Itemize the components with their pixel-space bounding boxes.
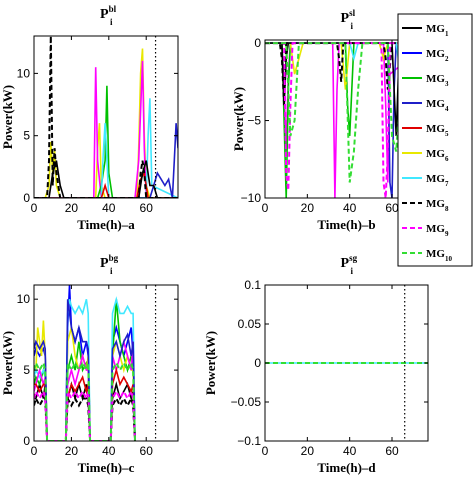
legend-label: MG4 bbox=[426, 98, 449, 113]
x-tick-label: 20 bbox=[65, 201, 79, 215]
series-line bbox=[34, 299, 136, 441]
y-tick-label: −0.05 bbox=[231, 395, 262, 409]
legend-label: MG6 bbox=[426, 148, 449, 163]
legend-label: MG5 bbox=[426, 123, 449, 138]
chart-title: Psl i bbox=[341, 8, 356, 31]
series-line bbox=[34, 338, 136, 441]
x-tick-label: 40 bbox=[343, 444, 357, 458]
chart-title: Pbl i bbox=[100, 4, 117, 27]
series-line bbox=[34, 360, 136, 441]
series-line bbox=[265, 42, 428, 198]
legend-label: MG2 bbox=[426, 48, 449, 63]
y-tick-label: 10 bbox=[17, 292, 31, 306]
axes-frame bbox=[33, 35, 179, 199]
y-tick-label: 10 bbox=[17, 66, 31, 80]
y-tick-label: 0 bbox=[23, 434, 30, 448]
series-line bbox=[34, 85, 178, 198]
series-group bbox=[34, 36, 178, 198]
legend-label: MG1 bbox=[426, 23, 449, 38]
chart-panel-b: 0 20 40 60 −10 −5 0 Time(h)–b Power(kW) Psl i bbox=[231, 8, 429, 232]
series-line bbox=[34, 366, 136, 441]
chart-title: Pbg i bbox=[100, 253, 119, 276]
x-tick-label: 40 bbox=[102, 444, 116, 458]
x-tick-label: 60 bbox=[140, 444, 154, 458]
x-tick-label: 0 bbox=[31, 444, 38, 458]
series-line bbox=[34, 299, 136, 441]
series-group bbox=[34, 285, 136, 441]
legend-label: MG3 bbox=[426, 73, 449, 88]
legend-label: MG10 bbox=[426, 248, 452, 263]
y-tick-label: −5 bbox=[247, 114, 261, 128]
x-tick-label: 40 bbox=[343, 201, 357, 215]
chart-panel-a: 0 20 40 60 0 5 10 Time(h)–a Power(kW) Pbl i bbox=[0, 4, 179, 232]
x-axis-label: Time(h)–c bbox=[78, 460, 135, 475]
series-line bbox=[34, 98, 178, 198]
x-tick-label: 60 bbox=[385, 201, 399, 215]
series-line bbox=[34, 296, 136, 441]
x-axis-label: Time(h)–d bbox=[317, 460, 376, 475]
x-tick-label: 60 bbox=[385, 444, 399, 458]
axes-frame bbox=[33, 284, 179, 442]
legend-label: MG7 bbox=[426, 173, 449, 188]
series-line bbox=[34, 170, 178, 198]
legend-box bbox=[397, 13, 473, 267]
x-tick-label: 0 bbox=[262, 201, 269, 215]
series-line bbox=[34, 381, 136, 441]
x-tick-label: 20 bbox=[301, 201, 315, 215]
y-tick-label: −0.1 bbox=[237, 434, 261, 448]
x-axis-label: Time(h)–a bbox=[77, 217, 135, 232]
series-line bbox=[34, 394, 136, 441]
y-axis-label: Power(kW) bbox=[0, 85, 15, 149]
x-tick-label: 40 bbox=[102, 201, 116, 215]
y-tick-label: 0 bbox=[254, 356, 261, 370]
x-tick-label: 20 bbox=[301, 444, 315, 458]
chart-title: Psg i bbox=[341, 253, 358, 276]
y-tick-label: −10 bbox=[241, 191, 262, 205]
x-tick-label: 0 bbox=[31, 201, 38, 215]
y-tick-label: 0 bbox=[254, 36, 261, 50]
x-axis-label: Time(h)–b bbox=[317, 217, 375, 232]
legend: MG1 MG2 MG3 MG4 MG5 MG6 MG7 MG8 MG9 MG10 bbox=[397, 13, 473, 267]
y-axis-label: Power(kW) bbox=[231, 87, 246, 151]
chart-panel-d: 0 20 40 60 −0.1 −0.05 0 0.05 0.1 Time(h)–d Power(k… bbox=[203, 253, 429, 475]
series-group bbox=[265, 42, 428, 198]
series-line bbox=[34, 123, 178, 198]
y-axis-label: Power(kW) bbox=[203, 331, 218, 395]
series-line bbox=[265, 42, 428, 90]
series-line bbox=[34, 387, 136, 441]
y-tick-label: 0 bbox=[23, 191, 30, 205]
series-line bbox=[265, 42, 428, 198]
x-tick-label: 0 bbox=[262, 444, 269, 458]
series-line bbox=[265, 42, 428, 106]
x-tick-label: 20 bbox=[65, 444, 79, 458]
y-tick-label: 0.1 bbox=[244, 278, 261, 292]
series-line bbox=[34, 60, 178, 198]
x-tick-label: 60 bbox=[140, 201, 154, 215]
y-tick-label: 5 bbox=[23, 363, 30, 377]
y-axis-label: Power(kW) bbox=[0, 331, 15, 395]
series-line bbox=[34, 36, 178, 198]
chart-panel-c: 0 20 40 60 0 5 10 Time(h)–c Power(kW) Pbg i bbox=[0, 253, 179, 475]
legend-label: MG8 bbox=[426, 198, 449, 213]
y-tick-label: 0.05 bbox=[238, 317, 262, 331]
y-tick-label: 5 bbox=[23, 129, 30, 143]
legend-label: MG9 bbox=[426, 223, 449, 238]
